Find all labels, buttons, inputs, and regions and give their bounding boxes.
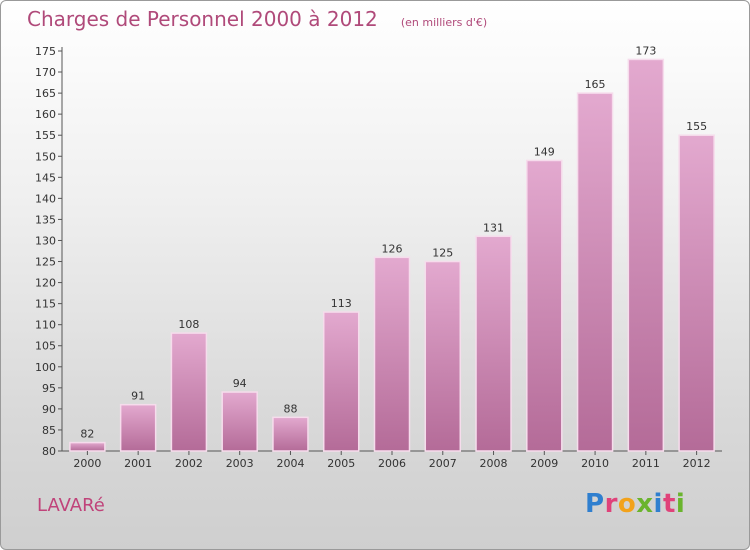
bar-2000: [69, 441, 106, 452]
y-tick-label: 120: [35, 277, 56, 290]
value-label-2002: 108: [178, 318, 199, 331]
chart-title: Charges de Personnel 2000 à 2012: [27, 7, 378, 31]
y-tick-label: 150: [35, 150, 56, 163]
value-label-2000: 82: [80, 428, 94, 441]
y-tick-label: 175: [35, 45, 56, 58]
value-label-2004: 88: [283, 402, 297, 415]
y-tick-label: 135: [35, 213, 56, 226]
y-tick-label: 115: [35, 298, 56, 311]
commune-name: LAVARé: [37, 495, 105, 516]
y-tick-label: 130: [35, 234, 56, 247]
bar-2002: [170, 332, 208, 452]
bar-2011: [627, 58, 665, 452]
x-tick-label-2007: 2007: [429, 457, 457, 470]
x-tick-label-2006: 2006: [378, 457, 406, 470]
x-tick-label-2004: 2004: [276, 457, 304, 470]
logo-letter: x: [636, 489, 654, 519]
value-label-2009: 149: [534, 145, 555, 158]
y-tick-label: 100: [35, 361, 56, 374]
x-tick-label-2009: 2009: [530, 457, 558, 470]
bar-2004: [272, 416, 309, 452]
x-tick-label-2001: 2001: [124, 457, 152, 470]
logo-letter: t: [662, 489, 676, 519]
y-tick-label: 160: [35, 108, 56, 121]
bar-2008: [475, 235, 512, 452]
y-tick-label: 140: [35, 192, 56, 205]
x-tick-label-2002: 2002: [175, 457, 203, 470]
value-label-2012: 155: [686, 120, 707, 133]
value-label-2011: 173: [635, 44, 656, 57]
y-tick-label: 105: [35, 340, 56, 353]
value-label-2008: 131: [483, 221, 504, 234]
y-tick-label: 85: [42, 424, 56, 437]
x-tick-label-2008: 2008: [480, 457, 508, 470]
value-label-2001: 91: [131, 390, 145, 403]
x-tick-label-2010: 2010: [581, 457, 609, 470]
x-tick-label-2003: 2003: [226, 457, 254, 470]
bar-2001: [119, 403, 157, 452]
bar-2005: [322, 311, 360, 452]
bar-2003: [221, 391, 258, 452]
y-tick-label: 125: [35, 256, 56, 269]
x-tick-label-2011: 2011: [632, 457, 660, 470]
chart-unit-note: (en milliers d'€): [400, 16, 488, 29]
logo-letter: i: [675, 489, 686, 519]
y-tick-label: 110: [35, 319, 56, 332]
x-tick-label-2005: 2005: [327, 457, 355, 470]
logo-letter: P: [585, 489, 605, 519]
x-tick-label-2000: 2000: [73, 457, 101, 470]
value-label-2003: 94: [233, 377, 247, 390]
chart-header: Charges de Personnel 2000 à 2012 (en mil…: [27, 7, 487, 31]
y-tick-label: 90: [42, 403, 56, 416]
x-tick-label-2012: 2012: [683, 457, 711, 470]
logo-letter: i: [653, 489, 663, 519]
y-tick-label: 170: [35, 66, 56, 79]
value-label-2006: 126: [382, 242, 403, 255]
bar-2006: [373, 256, 411, 452]
y-tick-label: 155: [35, 129, 56, 142]
logo-letter: o: [617, 489, 637, 519]
bar-2007: [424, 260, 462, 452]
logo-letter: r: [604, 489, 618, 519]
y-tick-label: 165: [35, 87, 56, 100]
value-label-2007: 125: [432, 247, 453, 260]
y-tick-label: 80: [42, 445, 56, 458]
bar-2012: [678, 134, 715, 452]
y-tick-label: 95: [42, 382, 56, 395]
y-tick-label: 145: [35, 171, 56, 184]
value-label-2010: 165: [585, 78, 606, 91]
value-label-2005: 113: [331, 297, 352, 310]
proxiti-logo: Proxiti: [585, 489, 685, 519]
bar-2010: [576, 92, 614, 452]
bar-2009: [526, 159, 563, 452]
